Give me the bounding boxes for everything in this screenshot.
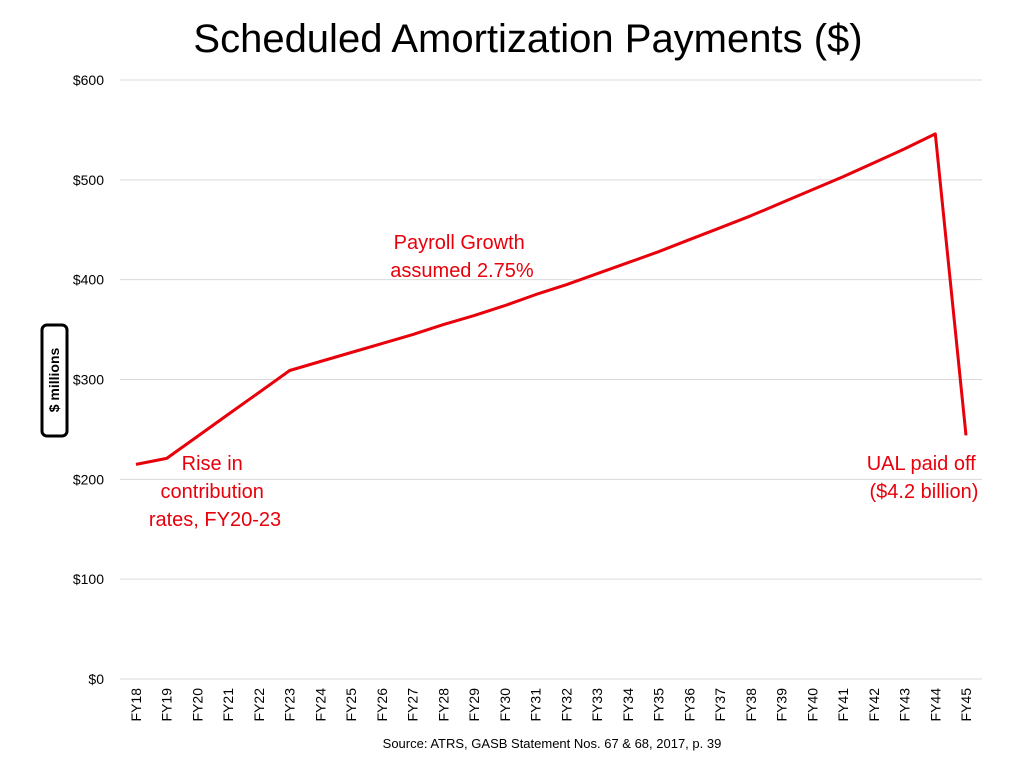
annotation-ual-line-1: UAL paid off: [867, 453, 976, 475]
y-axis-label: $ millions: [40, 323, 69, 438]
series-layer: [135, 132, 968, 466]
y-tick-labels: $0 $100 $200 $300 $400 $500 $600: [73, 72, 104, 687]
annotation-ual-paid-off: UAL paid off ($4.2 billion): [867, 453, 982, 503]
y-tick-label: $500: [73, 172, 104, 188]
x-tick-labels: FY18 FY19 FY20 FY21 FY22 FY23 FY24 FY25 FY26 FY27…: [128, 688, 974, 722]
y-axis-label-text: $ millions: [46, 348, 62, 413]
x-tick-label: FY44: [927, 688, 943, 722]
y-axis-label-box: [40, 323, 69, 438]
grid-lines: [120, 79, 982, 680]
y-tick-label: $600: [73, 72, 104, 88]
x-tick-label: FY26: [374, 688, 390, 722]
chart-title: Scheduled Amortization Payments ($): [193, 17, 862, 61]
x-tick-label: FY21: [220, 688, 236, 722]
x-tick-label: FY35: [651, 688, 667, 722]
x-tick-label: FY37: [712, 688, 728, 722]
x-tick-label: FY20: [189, 688, 205, 722]
x-tick-label: FY42: [866, 688, 882, 722]
x-tick-label: FY39: [774, 688, 790, 722]
x-tick-label: FY45: [958, 688, 974, 722]
annotation-payroll-growth: Payroll Growth assumed 2.75%: [390, 232, 534, 282]
y-tick-label: $400: [73, 272, 104, 288]
x-tick-label: FY24: [312, 688, 328, 722]
x-tick-label: FY40: [804, 688, 820, 722]
annotation-rise-line-2: contribution: [161, 481, 264, 503]
annotation-rise-line-3: rates, FY20-23: [149, 509, 281, 531]
x-tick-label: FY43: [897, 688, 913, 722]
x-tick-label: FY36: [681, 688, 697, 722]
annotation-payroll-line-1: Payroll Growth: [394, 232, 525, 254]
x-tick-label: FY38: [743, 688, 759, 722]
x-tick-label: FY32: [558, 688, 574, 722]
x-tick-label: FY25: [343, 688, 359, 722]
annotation-rise-line-1: Rise in: [182, 453, 243, 475]
annotation-ual-line-2: ($4.2 billion): [870, 481, 979, 503]
annotation-contribution-rise: Rise in contribution rates, FY20-23: [149, 453, 281, 531]
x-tick-label: FY31: [528, 688, 544, 722]
x-tick-label: FY30: [497, 688, 513, 722]
y-tick-label: $200: [73, 471, 104, 487]
x-tick-label: FY41: [835, 688, 851, 722]
y-tick-label: $300: [73, 372, 104, 388]
annotation-payroll-line-2: assumed 2.75%: [390, 260, 534, 282]
x-tick-label: FY27: [405, 688, 421, 722]
x-tick-label: FY19: [159, 688, 175, 722]
y-tick-label: $100: [73, 571, 104, 587]
x-tick-label: FY34: [620, 688, 636, 722]
series-line: [135, 132, 968, 466]
x-tick-label: FY28: [435, 688, 451, 722]
x-tick-label: FY29: [466, 688, 482, 722]
y-tick-label: $0: [88, 671, 104, 687]
x-tick-label: FY22: [251, 688, 267, 722]
x-tick-label: FY18: [128, 688, 144, 722]
source-note: Source: ATRS, GASB Statement Nos. 67 & 6…: [383, 736, 722, 751]
x-tick-label: FY23: [282, 688, 298, 722]
x-tick-label: FY33: [589, 688, 605, 722]
